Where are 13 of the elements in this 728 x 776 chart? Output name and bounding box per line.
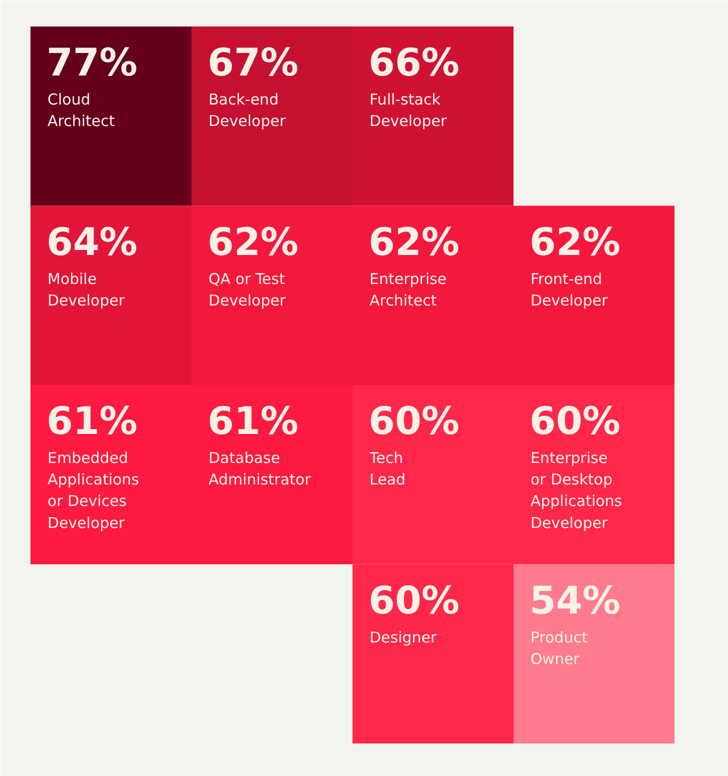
data-label: 61% Embedded Applications or Devices Developer [46, 399, 140, 532]
data-label: 77% Cloud Architect [46, 40, 138, 130]
data-label: 67% Back-end Developer [208, 40, 298, 130]
data-label: 60% Designer [368, 578, 460, 646]
data-label: 62% Front-end Developer [530, 220, 620, 310]
data-label: 60% Enterprise or Desktop Applications Developer [530, 399, 622, 532]
data-label: 62% QA or Test Developer [208, 220, 298, 310]
data-label: 66% Full-stack Developer [368, 40, 460, 130]
data-label: 61% Database Administrator [208, 399, 312, 489]
data-label: 62% Enterprise Architect [368, 220, 460, 310]
data-label: 64% Mobile Developer [46, 220, 138, 310]
data-label: 60% Tech Lead [368, 399, 460, 489]
data-label: 54% Product Owner [530, 578, 620, 668]
